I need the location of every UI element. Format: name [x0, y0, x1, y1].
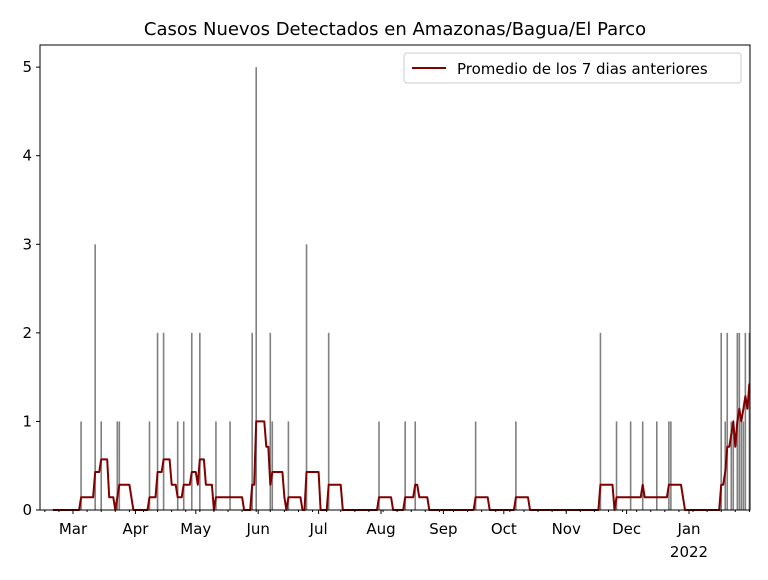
legend-box	[403, 52, 742, 84]
bars-layer	[80, 67, 751, 511]
x-tick-label: Mar	[59, 520, 88, 538]
case-bar	[670, 421, 672, 510]
y-tick-label: 3	[22, 235, 32, 253]
x-tick-label: Aug	[366, 520, 395, 538]
case-bar	[378, 421, 380, 510]
x-tick-label: Sep	[429, 520, 457, 538]
case-bar	[271, 421, 274, 510]
y-axis: 0 1 2 3 4 5	[22, 58, 40, 519]
x-tick-label: Jun	[245, 520, 269, 538]
case-bar	[255, 67, 258, 511]
x-tick-label: Apr	[122, 520, 149, 538]
x-tick-label: Nov	[552, 520, 581, 538]
legend-label: Promedio de los 7 dias anteriores	[457, 60, 708, 78]
x-axis: Mar Apr May Jun Jul Aug Sep Oct Nov Dec Jan 2022	[44, 510, 750, 561]
case-bar	[80, 421, 82, 510]
legend: Promedio de los 7 dias anteriores	[403, 52, 742, 84]
x-tick-label: Dec	[612, 520, 641, 538]
case-bar	[156, 332, 159, 510]
case-bar	[414, 421, 417, 510]
case-bar	[720, 332, 723, 510]
case-bar	[730, 421, 733, 510]
case-bar	[748, 332, 751, 510]
x-tick-label: Oct	[491, 520, 517, 538]
x-tick-label: May	[180, 520, 211, 538]
plot-frame	[39, 44, 751, 511]
case-bar	[148, 421, 151, 510]
case-bar	[629, 421, 632, 510]
x-tick-label: Jul	[309, 520, 328, 538]
case-bar	[305, 244, 308, 511]
y-tick-label: 1	[22, 412, 32, 430]
case-bar	[615, 421, 618, 510]
case-bar	[215, 421, 217, 510]
case-bar	[269, 332, 272, 510]
case-bar	[287, 421, 290, 510]
case-bar	[251, 332, 253, 510]
case-bar	[474, 421, 477, 510]
case-bar	[176, 421, 179, 510]
case-bar	[740, 421, 743, 510]
case-bar	[738, 332, 741, 510]
case-bar	[744, 332, 747, 510]
x-tick-sublabel: 2022	[670, 543, 708, 561]
case-bar	[182, 421, 185, 510]
case-bar	[94, 244, 96, 511]
case-bar	[229, 421, 231, 510]
case-bar	[162, 332, 165, 510]
y-tick-label: 2	[22, 324, 32, 342]
case-bar	[599, 332, 602, 510]
case-bar	[116, 421, 119, 510]
case-bar	[742, 421, 745, 510]
y-tick-label: 4	[22, 147, 32, 165]
case-bar	[199, 332, 201, 510]
case-bar	[726, 332, 729, 510]
case-bar	[515, 421, 517, 510]
case-bar	[190, 332, 193, 510]
case-bar	[732, 421, 735, 510]
case-bar	[655, 421, 658, 510]
x-tick-label: Jan	[676, 520, 700, 538]
y-tick-label: 0	[22, 501, 32, 519]
case-bar	[118, 421, 121, 510]
case-bar	[327, 332, 330, 510]
case-bar	[668, 421, 670, 510]
case-bar	[404, 421, 406, 510]
y-tick-label: 5	[22, 58, 32, 76]
chart-title: Casos Nuevos Detectados en Amazonas/Bagu…	[144, 19, 646, 40]
case-bar	[641, 421, 644, 510]
